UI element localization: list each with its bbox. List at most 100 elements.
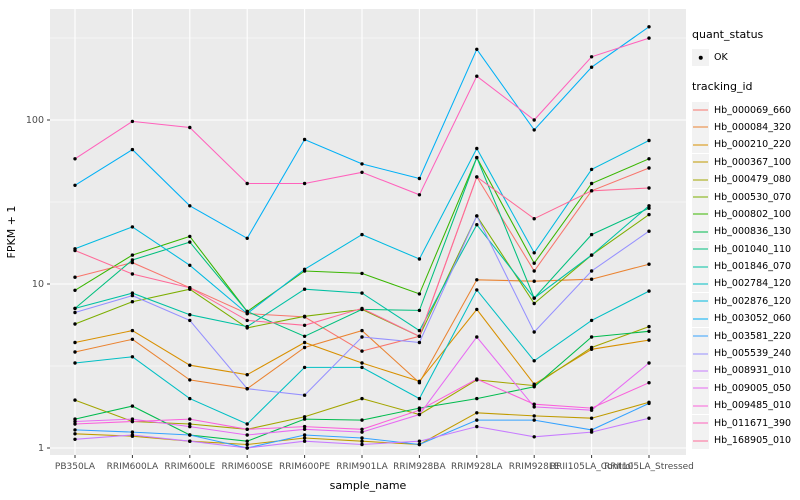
data-point — [245, 433, 249, 437]
legend-key-swatch — [692, 258, 709, 276]
legend-item-label: Hb_000479_080 — [714, 174, 792, 186]
data-point — [475, 396, 479, 401]
legend-key-swatch — [692, 188, 709, 206]
data-point — [532, 296, 536, 300]
data-point — [73, 310, 77, 315]
legend-item-Hb_000069_660: Hb_000069_660 — [692, 101, 798, 119]
data-point — [532, 435, 536, 439]
data-point — [417, 308, 422, 313]
data-point — [647, 186, 651, 190]
data-point — [302, 181, 307, 186]
data-point — [360, 427, 364, 431]
data-point — [73, 422, 77, 426]
legend-title-quant-status: quant_status — [692, 28, 764, 41]
legend-item-Hb_000530_070: Hb_000530_070 — [692, 188, 798, 206]
data-point — [589, 269, 594, 273]
data-point — [589, 416, 594, 420]
x-axis-title: sample_name — [330, 479, 407, 492]
data-point — [188, 318, 192, 323]
legend-key-swatch — [692, 101, 709, 119]
legend-item-Hb_008931_010: Hb_008931_010 — [692, 362, 798, 380]
x-tick-label: RRIM600SE — [221, 462, 273, 472]
data-point — [130, 225, 135, 229]
legend-item-Hb_168905_010: Hb_168905_010 — [692, 432, 798, 449]
data-point — [360, 306, 364, 311]
data-point — [647, 212, 651, 217]
data-point — [245, 324, 249, 329]
data-point — [130, 433, 135, 437]
legend-item-Hb_009485_010: Hb_009485_010 — [692, 397, 798, 415]
data-point — [188, 439, 192, 443]
x-tick-label: PB350LA — [55, 462, 96, 472]
legend-item-label: Hb_001846_070 — [714, 261, 792, 273]
legend-item-Hb_000210_220: Hb_000210_220 — [692, 136, 798, 154]
data-point — [360, 365, 364, 370]
data-point — [589, 181, 594, 186]
y-axis-title: FPKM + 1 — [5, 206, 18, 259]
legend-item-Hb_001846_070: Hb_001846_070 — [692, 258, 798, 276]
data-point — [589, 406, 594, 410]
data-point — [130, 419, 135, 424]
data-point — [360, 430, 364, 434]
data-point — [475, 278, 479, 282]
legend-key-swatch — [692, 275, 709, 293]
data-point — [130, 355, 135, 359]
data-point — [245, 181, 249, 186]
data-point — [73, 350, 77, 354]
data-point — [417, 396, 422, 401]
data-point — [589, 318, 594, 323]
legend-item-Hb_011671_390: Hb_011671_390 — [692, 414, 798, 432]
data-point — [188, 424, 192, 429]
data-point — [589, 189, 594, 193]
legend-item-label: Hb_000210_220 — [714, 139, 792, 151]
data-point — [532, 414, 536, 418]
legend-key-swatch — [692, 171, 709, 189]
legend-item-label: Hb_000084_320 — [714, 121, 792, 133]
legend-item-label: Hb_003052_060 — [714, 313, 792, 325]
data-point — [360, 396, 364, 401]
data-point — [360, 349, 364, 353]
data-point — [130, 253, 135, 257]
line-swatch-icon — [693, 144, 708, 146]
data-point — [417, 334, 422, 338]
data-point — [245, 387, 249, 391]
legend-item-label: Hb_000367_100 — [714, 156, 792, 168]
data-point — [245, 439, 249, 443]
data-point — [360, 162, 364, 166]
data-point — [73, 419, 77, 424]
legend-item-label: Hb_009485_010 — [714, 400, 792, 412]
data-point — [73, 157, 77, 161]
data-point — [188, 313, 192, 317]
line-swatch-icon — [693, 231, 708, 233]
data-point — [245, 318, 249, 323]
legend-item-label: Hb_009005_050 — [714, 382, 792, 394]
panel-background — [50, 9, 686, 455]
y-tick-label: 1 — [38, 443, 44, 454]
x-tick-label: RRIM600LE — [164, 462, 215, 472]
data-point — [532, 269, 536, 273]
data-point — [302, 417, 307, 421]
line-swatch-icon — [693, 248, 708, 250]
data-point — [647, 381, 651, 385]
data-point — [130, 337, 135, 341]
data-point — [417, 292, 422, 296]
legend-item-label: Hb_002784_120 — [714, 278, 792, 290]
data-point — [73, 340, 77, 345]
legend-key-swatch — [692, 118, 709, 136]
data-point — [245, 422, 249, 426]
data-point — [532, 405, 536, 409]
line-swatch-icon — [693, 179, 708, 181]
data-point — [130, 291, 135, 295]
data-point — [73, 275, 77, 279]
data-point — [302, 314, 307, 318]
data-point — [302, 340, 307, 345]
legend-key-swatch — [692, 205, 709, 223]
data-point — [532, 128, 536, 132]
legend-item-Hb_000084_320: Hb_000084_320 — [692, 118, 798, 136]
data-point — [589, 430, 594, 434]
legend-quant-status-items: OK — [692, 49, 798, 67]
legend-item-label: Hb_000836_130 — [714, 226, 792, 238]
data-point — [360, 232, 364, 237]
data-point — [245, 442, 249, 447]
